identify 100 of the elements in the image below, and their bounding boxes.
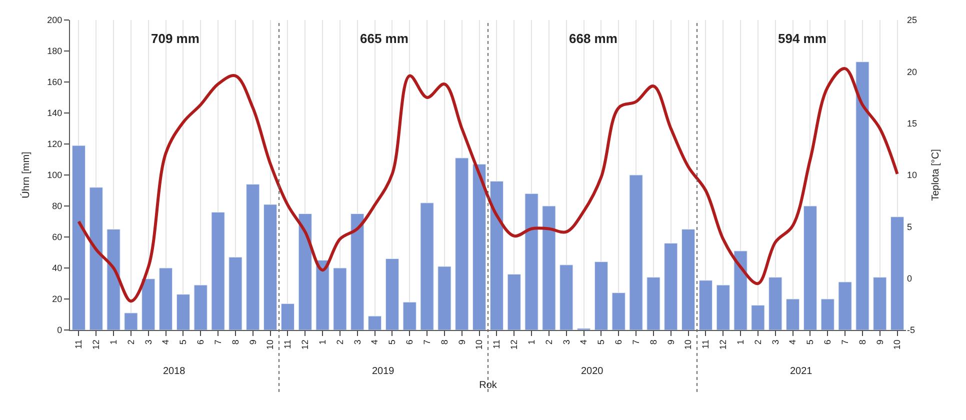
x-tick-label: 4 — [788, 340, 798, 345]
bar — [542, 206, 556, 330]
x-tick-label: 11 — [700, 340, 711, 349]
x-tick-label: 7 — [422, 340, 432, 345]
bar — [786, 298, 800, 330]
y-tick-label: 200 — [47, 15, 62, 26]
annotation: 668 mm — [569, 31, 618, 46]
x-axis-title: Rok — [479, 380, 498, 392]
x-tick-label: 9 — [874, 340, 885, 345]
x-tick-label: 2 — [752, 340, 763, 345]
bar — [890, 216, 904, 330]
bar — [420, 202, 434, 330]
bar — [490, 180, 504, 330]
annotation: 594 mm — [778, 31, 826, 46]
y2-tick-label: 5 — [907, 222, 912, 232]
x-tick-label: 7 — [630, 340, 641, 345]
x-tick-label: 1 — [735, 340, 746, 345]
y2-tick-label: 0 — [907, 273, 912, 284]
bar — [856, 62, 870, 330]
y2-tick-label: 25 — [907, 15, 918, 26]
x-tick-label: 12 — [509, 340, 520, 350]
x-tick-label: 1 — [108, 340, 118, 345]
bar — [316, 260, 330, 330]
x-tick-label: 10 — [474, 340, 484, 350]
y2-tick-label: 10 — [907, 170, 918, 180]
line-series — [77, 67, 899, 303]
bar — [524, 193, 538, 330]
bar — [176, 294, 190, 330]
x-tick-label: 12 — [718, 340, 728, 350]
x-tick-label: 7 — [212, 340, 223, 345]
bar — [698, 280, 712, 330]
y-tick-label: 40 — [52, 263, 62, 274]
bar — [646, 277, 660, 330]
bar — [507, 274, 521, 330]
y-tick-label: 140 — [47, 108, 62, 118]
x-tick-label: 3 — [352, 340, 362, 345]
y2-tick-label: -5 — [907, 325, 916, 336]
bar — [682, 229, 696, 330]
bar — [472, 164, 486, 330]
y-tick-label: 0 — [57, 325, 62, 336]
x-tick-label: 11 — [74, 340, 84, 349]
bar — [350, 214, 364, 330]
x-tick-label: 1 — [526, 340, 536, 345]
x-tick-label: 10 — [683, 340, 694, 350]
x-tick-label: 2 — [126, 340, 136, 345]
x-tick-label: 5 — [387, 340, 398, 345]
bar — [298, 214, 312, 330]
x-tick-label: 5 — [596, 340, 606, 345]
x-tick-label: 11 — [282, 340, 293, 349]
x-tick-label: 5 — [805, 340, 816, 345]
x-tick-label: 4 — [370, 340, 380, 345]
bar — [142, 278, 156, 330]
x-tick-label: 10 — [265, 340, 276, 350]
bar — [751, 304, 765, 330]
bar — [438, 266, 452, 330]
bar — [560, 264, 574, 330]
bar — [159, 268, 173, 330]
x-tick-label: 11 — [492, 340, 502, 349]
x-tick-label: 8 — [857, 340, 868, 345]
annotation: 709 mm — [151, 31, 200, 46]
x-tick-label: 6 — [404, 340, 415, 345]
x-tick-label: 5 — [178, 340, 188, 345]
x-tick-label: 9 — [666, 340, 676, 345]
text: 2018 — [163, 366, 186, 377]
text: 2021 — [790, 366, 813, 377]
bar — [124, 312, 138, 330]
bar — [768, 277, 782, 330]
y-tick-label: 100 — [47, 170, 62, 180]
text: 2019 — [372, 366, 395, 377]
bar — [873, 277, 887, 330]
y-tick-label: 60 — [52, 232, 62, 242]
bar — [838, 282, 852, 330]
x-tick-label: 6 — [614, 340, 624, 345]
x-tick-label: 6 — [822, 340, 833, 345]
bar — [664, 242, 678, 330]
x-tick-label: 12 — [300, 340, 310, 350]
bar — [402, 302, 416, 330]
bar — [629, 174, 643, 330]
bar — [194, 284, 208, 330]
x-tick-label: 6 — [196, 340, 206, 345]
x-tick-label: 3 — [143, 340, 154, 345]
y2-axis-title: Teplota [°C] — [930, 148, 942, 201]
y2-tick-label: 20 — [907, 66, 918, 77]
y-tick-label: 180 — [47, 46, 62, 56]
bar — [106, 229, 120, 330]
y-tick-label: 20 — [52, 294, 62, 304]
x-tick-label: 4 — [160, 340, 171, 345]
y-tick-label: 160 — [47, 77, 62, 88]
y-axis-title: Úhrn [mm] — [20, 151, 32, 198]
bar — [280, 303, 294, 330]
annotation: 665 mm — [360, 31, 408, 46]
bar — [264, 204, 278, 330]
text: 2020 — [581, 366, 604, 377]
bar — [246, 184, 260, 330]
x-tick-label: 9 — [248, 340, 258, 345]
x-tick-label: 7 — [840, 340, 850, 345]
x-tick-label: 10 — [892, 340, 902, 350]
x-tick-label: 3 — [770, 340, 780, 345]
x-tick-label: 8 — [230, 340, 240, 345]
x-tick-label: 8 — [439, 340, 450, 345]
